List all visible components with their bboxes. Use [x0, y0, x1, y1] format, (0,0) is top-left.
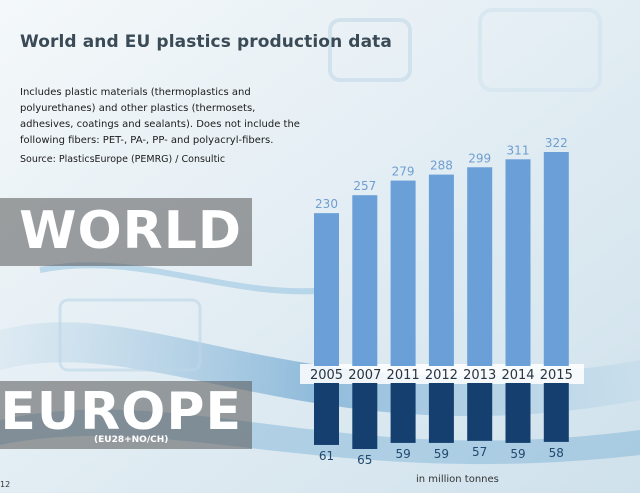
world-bar — [543, 152, 569, 366]
europe-bar — [467, 383, 493, 441]
world-value-label: 299 — [468, 151, 491, 165]
world-banner: WORLD — [0, 198, 252, 266]
world-value-label: 288 — [430, 159, 453, 173]
world-bar — [314, 213, 339, 366]
europe-banner: EUROPE (EU28+NO/CH) — [0, 381, 252, 449]
world-value-label: 279 — [392, 165, 415, 179]
europe-value-label: 65 — [357, 453, 372, 467]
world-bar — [352, 195, 378, 366]
year-tick-label: 2013 — [463, 368, 496, 383]
europe-bar — [390, 383, 416, 443]
year-tick-label: 2014 — [501, 368, 534, 383]
europe-value-label: 57 — [472, 445, 487, 459]
world-value-label: 311 — [507, 143, 530, 157]
europe-bar — [505, 383, 531, 443]
unit-label: in million tonnes — [416, 474, 499, 485]
europe-bar — [352, 383, 378, 449]
description-text: Includes plastic materials (thermoplasti… — [20, 87, 300, 146]
europe-value-label: 59 — [434, 447, 449, 461]
europe-value-label: 58 — [549, 446, 564, 460]
year-tick-label: 2011 — [387, 368, 420, 383]
year-tick-label: 2012 — [425, 368, 458, 383]
year-tick-label: 2007 — [348, 368, 381, 383]
world-value-label: 230 — [315, 197, 338, 211]
year-strip — [300, 364, 584, 384]
world-bar — [467, 167, 493, 366]
europe-label: EUROPE — [0, 382, 242, 442]
europe-value-label: 61 — [319, 449, 334, 463]
page-title: World and EU plastics production data — [20, 32, 392, 52]
europe-bar — [428, 383, 454, 443]
year-tick-label: 2005 — [310, 368, 343, 383]
europe-bar — [314, 383, 339, 445]
europe-value-label: 59 — [395, 447, 410, 461]
europe-sublabel: (EU28+NO/CH) — [94, 435, 169, 445]
world-bar — [390, 180, 416, 366]
world-value-label: 322 — [545, 136, 568, 150]
page-number: 12 — [0, 480, 11, 489]
source-text: Source: PlasticsEurope (PEMRG) / Consult… — [20, 154, 226, 165]
year-tick-label: 2015 — [540, 368, 573, 383]
world-label: WORLD — [19, 201, 242, 261]
world-value-label: 257 — [353, 179, 376, 193]
europe-value-label: 59 — [510, 447, 525, 461]
europe-bar — [543, 383, 569, 442]
world-bar — [428, 174, 454, 366]
world-bar — [505, 159, 531, 366]
